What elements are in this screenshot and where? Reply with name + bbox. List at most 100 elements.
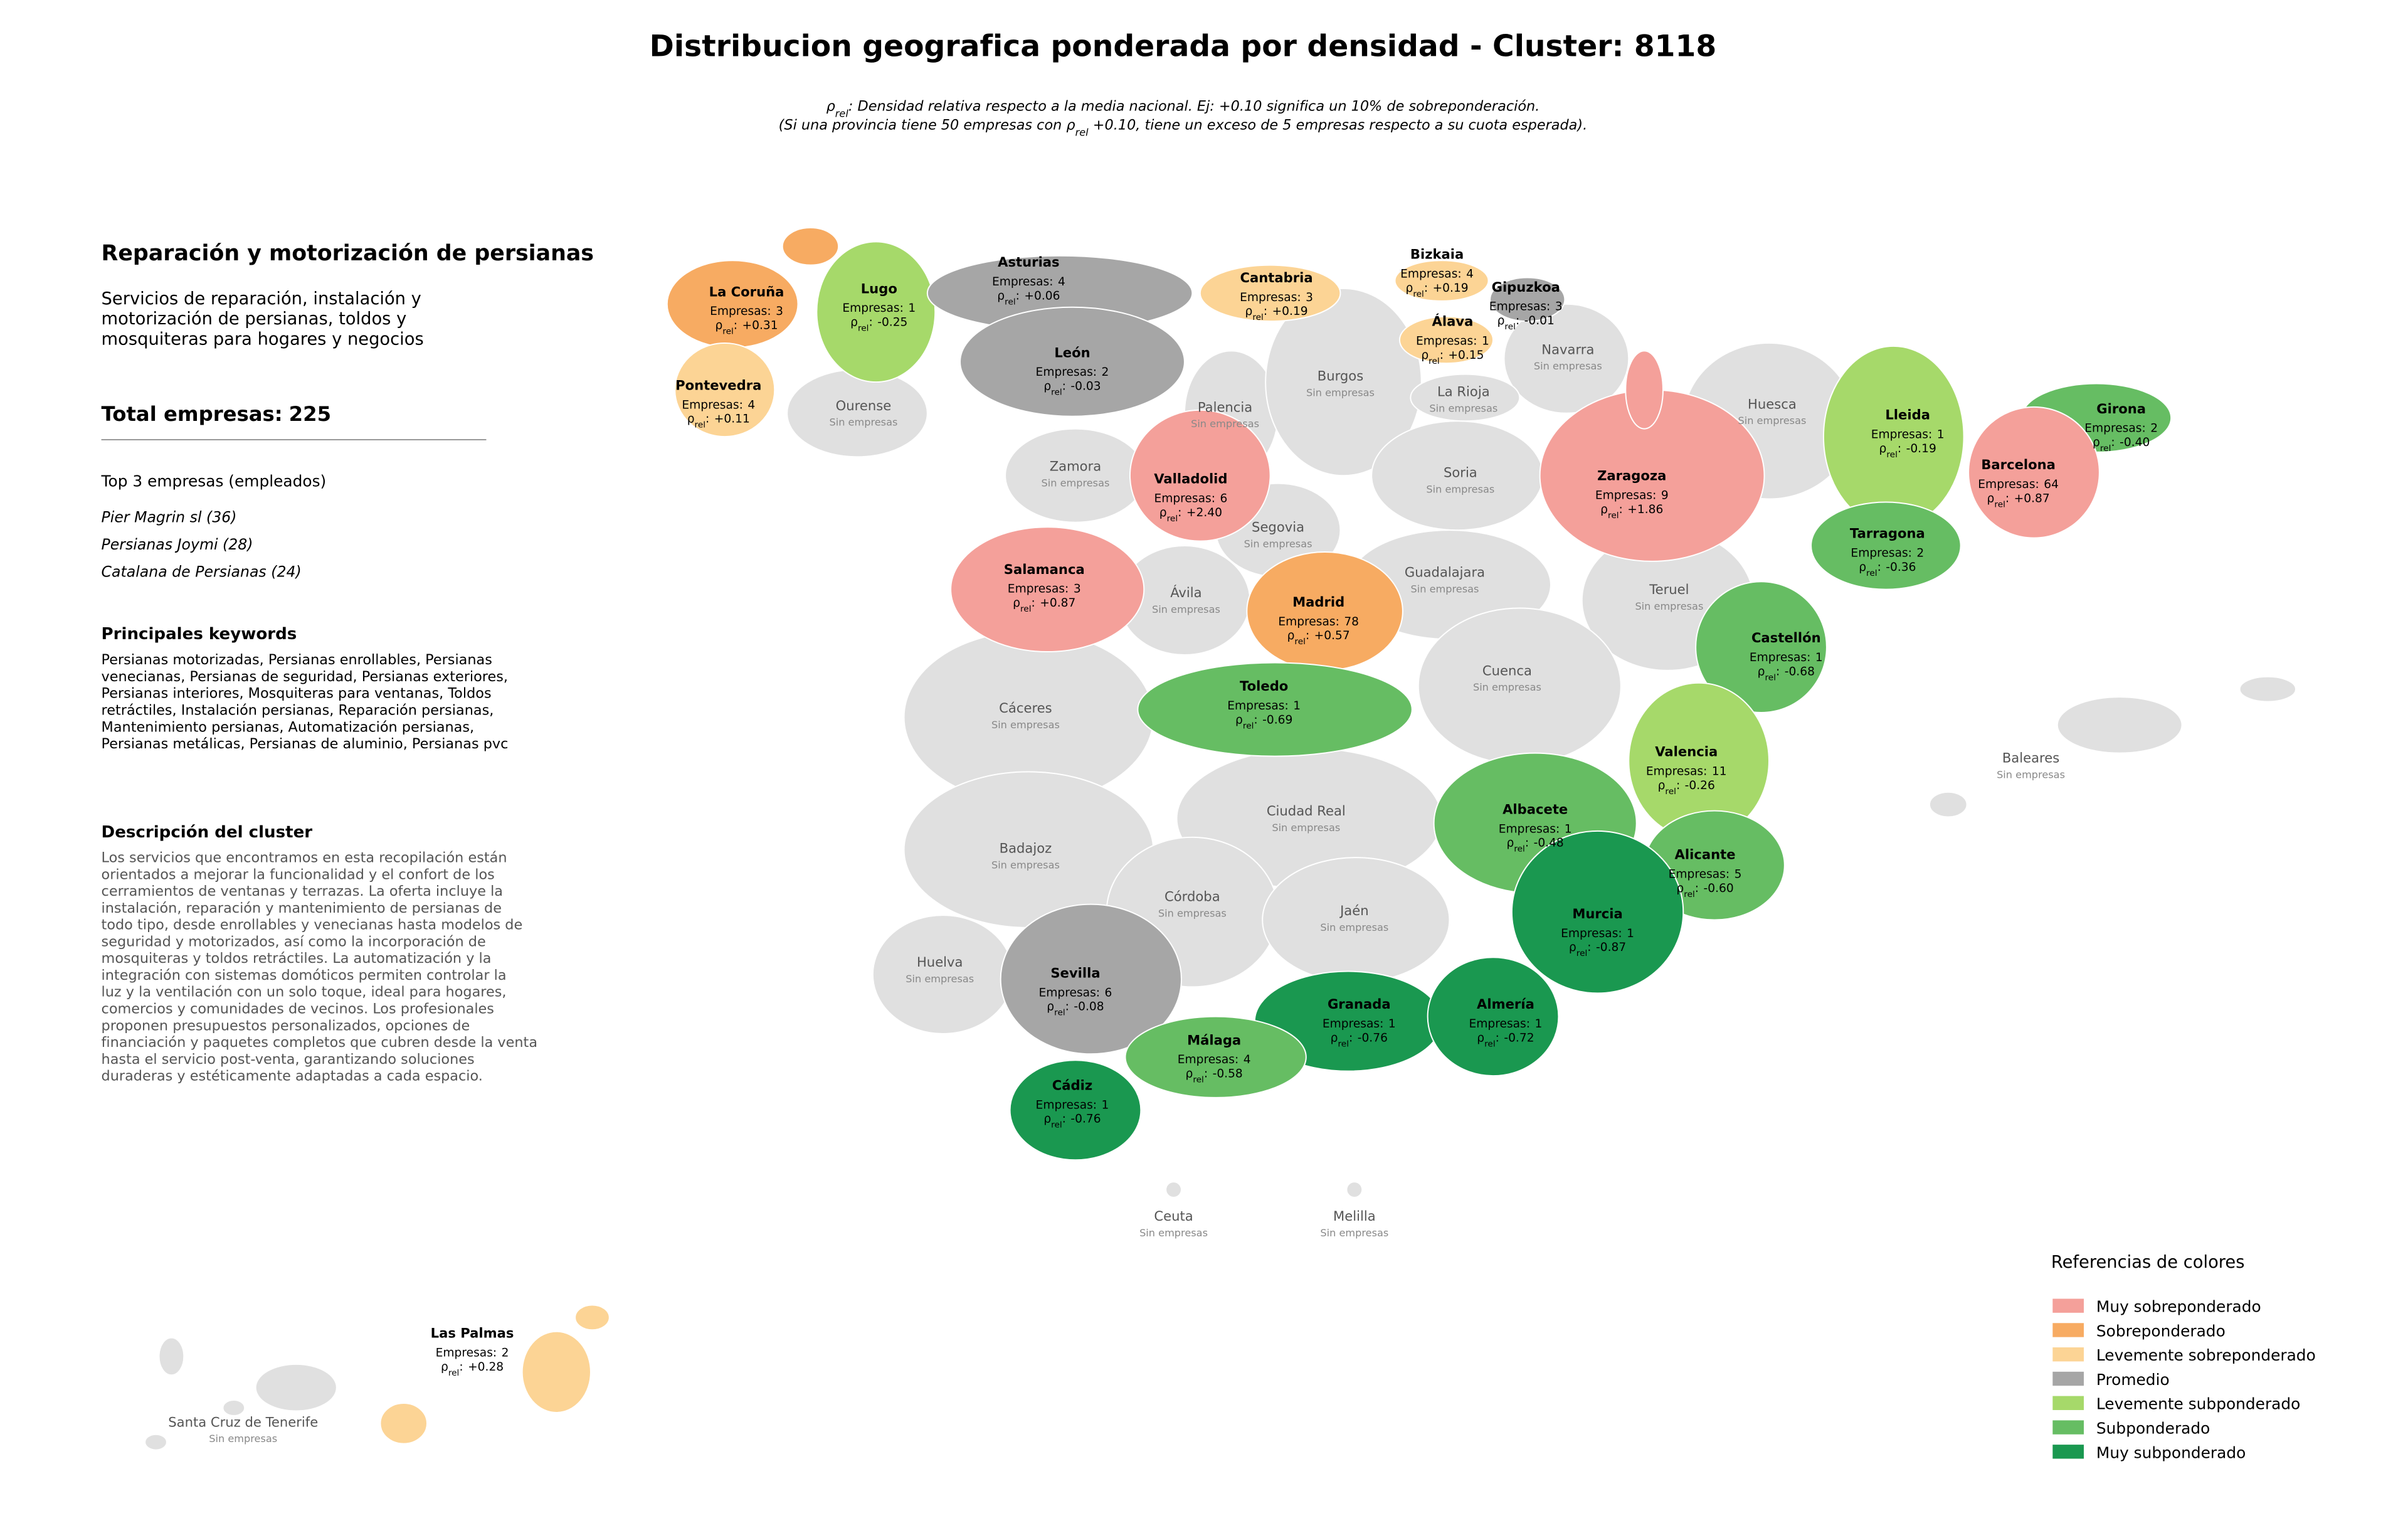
province	[816, 241, 936, 383]
empty-label: Sin empresas	[1429, 402, 1497, 414]
cluster-line: luz y la ventilación con un solo toque, …	[102, 984, 507, 1000]
province-shape	[1005, 428, 1146, 523]
empty-label: Sin empresas	[991, 719, 1060, 731]
rho-symbol: ρ	[850, 316, 858, 329]
province-shape	[1503, 303, 1630, 414]
empty-label: Sin empresas	[1320, 921, 1388, 933]
count-value: 78	[1344, 615, 1359, 629]
total-label: Total empresas:	[102, 402, 283, 426]
province-count: Empresas: 64	[1978, 478, 2059, 491]
rho-separator: :	[459, 1361, 463, 1374]
rho-separator: :	[1516, 314, 1519, 327]
province-count: Empresas: 1	[1416, 334, 1489, 348]
rho-symbol: ρ	[1859, 561, 1866, 574]
rho-symbol: ρ	[1497, 314, 1505, 327]
province-rho: ρrel: -0.68	[1758, 665, 1815, 682]
province-rho: ρrel: +0.87	[1013, 597, 1075, 614]
province-shape	[379, 1403, 428, 1445]
province-rho: ρrel: +0.87	[1987, 492, 2050, 509]
rho-subscript: rel	[1294, 637, 1306, 647]
count-prefix: Empresas:	[1154, 492, 1215, 505]
count-value: 2	[2150, 422, 2158, 435]
province-shape	[1000, 903, 1182, 1055]
rho-symbol: ρ	[1477, 1031, 1484, 1044]
rho-value: +2.40	[1186, 506, 1222, 519]
panel-description: mosquiteras para hogares y negocios	[102, 329, 424, 349]
province-rho: ρrel: -0.87	[1569, 941, 1626, 958]
province-shape	[2239, 676, 2297, 703]
rho-value: -0.58	[1213, 1068, 1243, 1081]
rho-separator: :	[734, 319, 737, 332]
empty-label: Sin empresas	[1473, 681, 1541, 693]
rho-symbol: ρ	[1676, 882, 1684, 895]
rho-subscript: rel	[1051, 387, 1062, 397]
rho-symbol: ρ	[1047, 1000, 1054, 1014]
rho-symbol: ρ	[1043, 379, 1051, 393]
province-name: Burgos	[1318, 368, 1363, 384]
province-shape	[1165, 1181, 1182, 1198]
rho-value: -0.19	[1906, 442, 1936, 455]
province-rho: ρrel: -0.36	[1859, 561, 1916, 578]
province-shape	[1246, 551, 1403, 671]
province-shape	[1810, 501, 1962, 590]
count-value: 1	[1627, 927, 1634, 940]
rho-separator: :	[1676, 779, 1680, 792]
province-count: Empresas: 2	[1036, 366, 1109, 379]
empty-label: Sin empresas	[1411, 583, 1479, 595]
cluster-line: hasta el servicio post-venta, garantizan…	[102, 1051, 475, 1068]
count-prefix: Empresas:	[1499, 822, 1560, 836]
province-count: Empresas: 2	[2084, 422, 2158, 435]
legend-label: Subponderado	[2096, 1419, 2210, 1437]
legend-swatch	[2052, 1420, 2084, 1435]
province-count: Empresas: 3	[710, 305, 783, 318]
legend-label: Sobreponderado	[2096, 1322, 2226, 1340]
count-value: 3	[1306, 291, 1313, 304]
rho-value: +1.86	[1627, 503, 1663, 516]
rho-value: -0.48	[1534, 837, 1564, 850]
rho-value: +0.28	[468, 1361, 504, 1374]
rho-subscript: rel	[1193, 1075, 1204, 1085]
rho-subscript: rel	[1765, 672, 1776, 682]
rho-subscript: rel	[1608, 511, 1619, 521]
province-count: Empresas: 1	[1469, 1017, 1543, 1031]
rho-value: -0.01	[1524, 314, 1555, 327]
cluster-line: orientados a mejorar la funcionalidad y …	[102, 866, 495, 883]
province-rho: ρrel: +0.15	[1421, 349, 1484, 366]
province-count: Empresas: 5	[1669, 867, 1742, 881]
count-value: 64	[2044, 478, 2059, 491]
province	[959, 306, 1185, 417]
province-rho: ρrel: -0.01	[1497, 314, 1555, 332]
empty-label: Sin empresas	[829, 416, 897, 428]
province	[1129, 409, 1271, 542]
empty-label: Sin empresas	[1244, 538, 1312, 550]
province	[1346, 1181, 1363, 1198]
keywords-line: retráctiles, Instalación persianas, Repa…	[102, 702, 494, 718]
province-name: Segovia	[1252, 519, 1304, 535]
province-rho: ρrel: +0.19	[1245, 305, 1307, 322]
province-name: Soria	[1444, 465, 1477, 480]
empty-label: Sin empresas	[1191, 418, 1259, 430]
province-count: Empresas: 78	[1278, 615, 1359, 629]
rho-subscript: rel	[1413, 289, 1424, 299]
province-shape	[1346, 1181, 1363, 1198]
count-prefix: Empresas:	[682, 398, 743, 411]
province	[1928, 676, 2297, 818]
rho-separator: :	[1062, 1113, 1066, 1126]
count-prefix: Empresas:	[1595, 489, 1657, 502]
note-line: ρrel: Densidad relativa respecto a la me…	[826, 98, 1540, 120]
count-value: 2	[1102, 366, 1109, 379]
note-text: +0.10, tiene un exceso de 5 empresas res…	[1089, 117, 1588, 133]
province-name: Álava	[1432, 314, 1474, 329]
province-rho: ρrel: +0.31	[715, 319, 778, 337]
province-name: León	[1054, 344, 1090, 360]
rho-value: -0.03	[1070, 379, 1101, 393]
cluster-line: integración con sistemas domóticos permi…	[102, 967, 507, 984]
rho-separator: :	[1264, 305, 1267, 318]
province	[1005, 428, 1146, 523]
legend-swatch	[2052, 1323, 2084, 1337]
rho-subscript: rel	[1243, 721, 1254, 731]
rho-separator: :	[1898, 442, 1901, 455]
province-rho: ρrel: +0.28	[441, 1361, 504, 1378]
count-prefix: Empresas:	[1039, 986, 1101, 999]
